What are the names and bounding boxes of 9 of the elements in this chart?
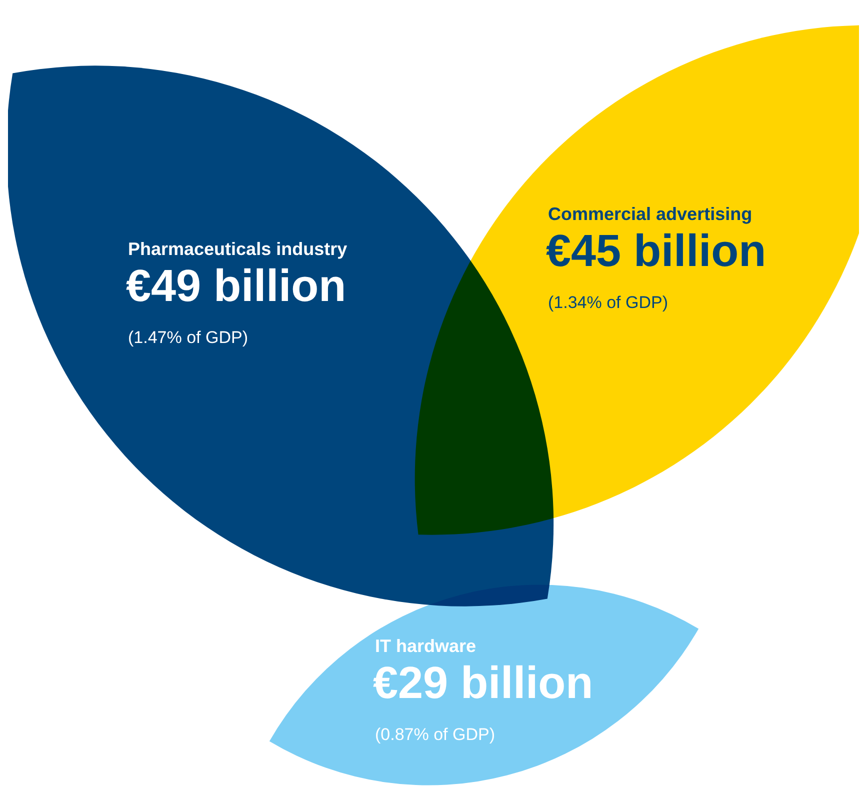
category-label: IT hardware [375,636,476,656]
data-label: €29 billion [373,657,594,708]
text: (1.34% of GDP) [548,293,668,312]
text: (1.47% of GDP) [128,328,248,347]
category-label: Commercial advertising [548,204,752,224]
data-label: €45 billion [546,225,766,276]
category-label: Pharmaceuticals industry [128,239,348,259]
data-label: €49 billion [126,260,346,311]
text: (0.87% of GDP) [375,725,495,744]
